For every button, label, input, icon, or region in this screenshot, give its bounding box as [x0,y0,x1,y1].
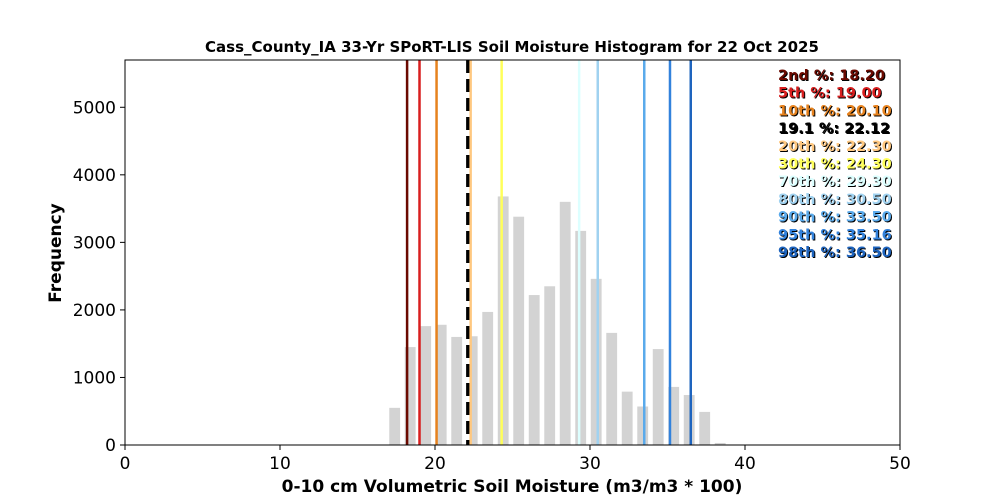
histogram-bar [544,286,556,445]
histogram-bar [482,311,494,445]
y-axis-ticks: 0 1000 2000 3000 4000 5000 [73,98,125,456]
legend-entry-shadow: 30th %: 24.30 [779,158,893,174]
y-tick-label: 1000 [73,368,116,388]
legend-entry: 2nd %: 18.20 [778,68,885,84]
histogram-bar [637,406,649,445]
y-tick-label: 2000 [73,301,116,321]
legend-entry-shadow: 5th %: 19.00 [779,87,883,103]
percentile-lines-layer [405,60,692,445]
histogram-bar [699,411,711,445]
legend-entry: 5th %: 19.00 [778,86,882,102]
histogram-bar [621,391,633,445]
chart-title: Cass_County_IA 33-Yr SPoRT-LIS Soil Mois… [205,38,819,56]
x-tick-label: 40 [734,454,756,474]
histogram-bar [497,196,509,445]
histogram-bar [668,386,680,445]
legend-entry-shadow: 80th %: 30.50 [779,193,893,209]
histogram-bar [389,407,401,445]
y-tick-label: 4000 [73,166,116,186]
plot-area [124,59,901,446]
legend-entry: 70th %: 29.30 [778,174,892,190]
histogram-bar [559,201,571,445]
legend-entry-shadow: 95th %: 35.16 [779,228,893,244]
x-tick-label: 50 [889,454,911,474]
legend-entry: 30th %: 24.30 [778,157,892,173]
legend-entry-shadow: 10th %: 20.10 [779,104,893,120]
x-axis-ticks: 0 10 20 30 40 50 [120,445,911,474]
legend-entry: 98th %: 36.50 [778,245,892,261]
histogram-bar [466,336,478,445]
legend-entry-shadow: 19.1 %: 22.12 [779,122,891,138]
histogram-bar [451,336,463,445]
legend-entry-shadow: 70th %: 29.30 [779,175,893,191]
legend-entry-shadow: 90th %: 33.50 [779,211,893,227]
histogram-bar [528,295,540,445]
x-tick-label: 30 [579,454,601,474]
x-axis-label: 0-10 cm Volumetric Soil Moisture (m3/m3 … [282,477,743,497]
histogram-bar [404,347,416,445]
histogram-bar [575,230,587,445]
x-tick-label: 0 [120,454,131,474]
y-tick-label: 0 [105,436,116,456]
histogram-bar [683,395,695,445]
bars-layer [389,196,726,445]
histogram-bar [435,324,447,445]
legend-entry: 19.1 %: 22.12 [778,121,890,137]
plot-frame [124,59,901,446]
legend-entry: 10th %: 20.10 [778,103,892,119]
legend-entry: 80th %: 30.50 [778,192,892,208]
y-tick-label: 3000 [73,233,116,253]
legend-entry: 20th %: 22.30 [778,139,892,155]
legend-entry: 95th %: 35.16 [778,227,892,243]
x-tick-label: 20 [424,454,446,474]
legend-entry-shadow: 20th %: 22.30 [779,140,893,156]
x-tick-label: 10 [269,454,291,474]
histogram-bar [590,278,602,445]
histogram-bar [714,442,726,445]
histogram-bar [652,349,664,445]
y-axis-label: Frequency [46,203,66,303]
legend-entry-shadow: 98th %: 36.50 [779,246,893,262]
histogram-bar [606,332,618,445]
legend-entry: 90th %: 33.50 [778,210,892,226]
legend-entry-shadow: 2nd %: 18.20 [779,69,886,85]
y-tick-label: 5000 [73,98,116,118]
histogram-bar [420,326,432,445]
histogram-bar [513,216,525,445]
